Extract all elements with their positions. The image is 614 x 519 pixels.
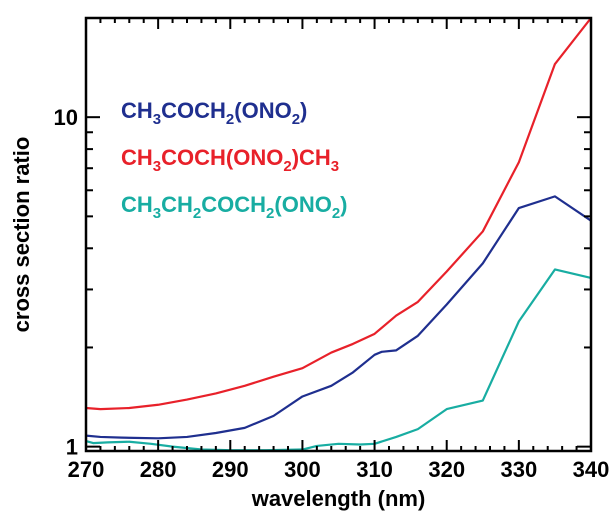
series-line-1 — [85, 195, 592, 440]
x-tick-label: 320 — [428, 457, 465, 482]
plot-lines — [85, 17, 592, 452]
x-tick-label: 290 — [212, 457, 249, 482]
x-tick-label: 310 — [356, 457, 393, 482]
legend-entry-1: CH3COCH2(ONO2) — [121, 98, 307, 128]
legend-entry-2: CH3COCH(ONO2)CH3 — [121, 145, 339, 175]
y-axis-title: cross section ratio — [9, 137, 34, 333]
x-tick-label: 280 — [140, 457, 177, 482]
x-tick-label: 340 — [573, 457, 610, 482]
x-tick-label: 300 — [284, 457, 321, 482]
x-tick-label: 270 — [68, 457, 105, 482]
series-line-3 — [85, 268, 592, 452]
x-tick-label: 330 — [500, 457, 537, 482]
legend: CH3COCH2(ONO2) CH3COCH(ONO2)CH3 CH3CH2COCH… — [121, 98, 348, 222]
y-tick-label: 10 — [54, 105, 78, 130]
legend-entry-3: CH3CH2COCH2(ONO2) — [121, 192, 348, 222]
series-line-2 — [85, 17, 592, 411]
x-tick-labels: 270 280 290 300 310 320 330 340 — [68, 457, 610, 482]
y-tick-label: 1 — [66, 435, 78, 460]
plot-frame — [84, 16, 593, 453]
axis-ticks — [85, 17, 592, 451]
x-axis-title: wavelength (nm) — [251, 486, 426, 511]
y-tick-labels: 1 10 — [54, 105, 78, 459]
